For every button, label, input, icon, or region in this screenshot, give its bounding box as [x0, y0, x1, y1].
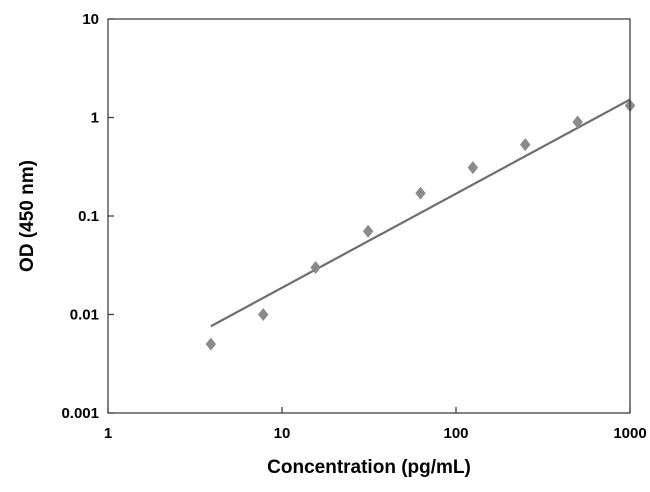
y-tick-label: 1	[91, 110, 99, 127]
y-axis-ticks: 0.001 0.01 0.1 1 10	[61, 11, 114, 422]
x-tick-label: 1000	[613, 425, 646, 442]
y-tick-label: 0.1	[78, 208, 99, 225]
y-axis-title: OD (450 nm)	[17, 160, 38, 272]
y-tick-label: 0.001	[61, 405, 99, 422]
data-point	[310, 261, 321, 275]
y-tick-label: 10	[82, 11, 99, 28]
data-point	[258, 308, 269, 321]
data-point	[362, 224, 374, 238]
x-tick-label: 100	[443, 425, 468, 442]
plot-area-frame	[107, 18, 631, 414]
data-point	[467, 161, 479, 175]
data-point	[415, 186, 426, 200]
plot-marks	[205, 98, 636, 351]
data-point	[205, 337, 217, 351]
data-point	[520, 138, 531, 152]
x-axis-title: Concentration (pg/mL)	[267, 457, 471, 478]
trend-line	[210, 98, 630, 328]
y-tick-label: 0.01	[70, 307, 99, 324]
data-point	[572, 115, 583, 129]
x-axis-ticks: 1 10 100 1000	[104, 407, 647, 442]
x-tick-label: 10	[274, 425, 291, 442]
x-tick-label: 1	[104, 425, 112, 442]
